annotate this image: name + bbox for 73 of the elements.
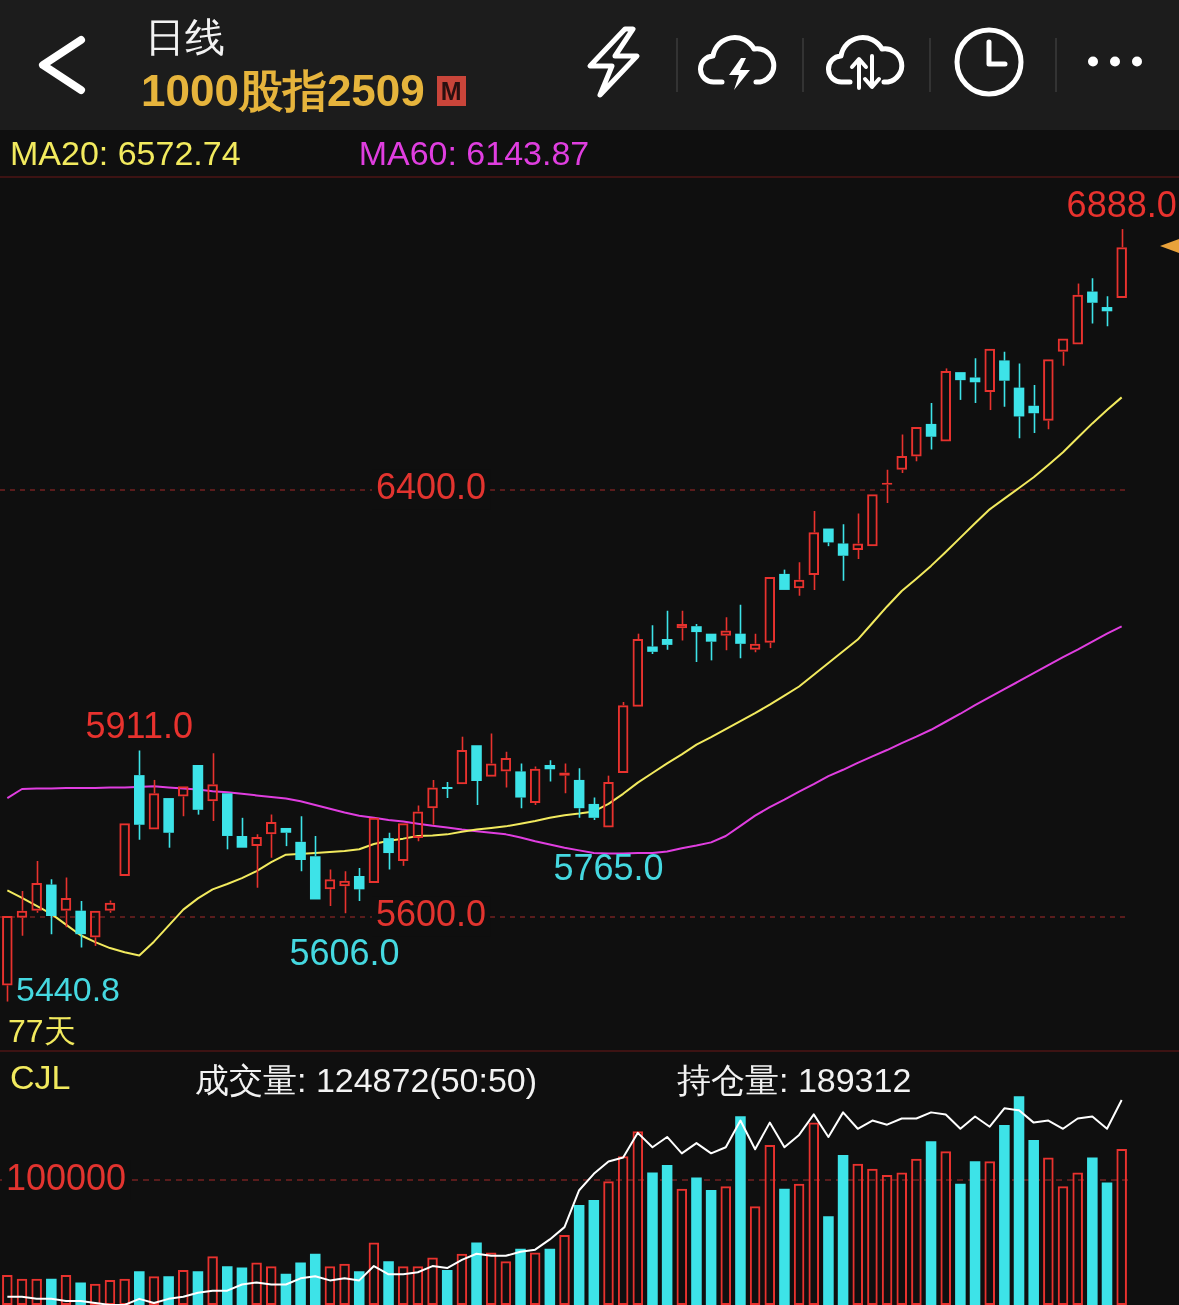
- bar: [75, 1282, 86, 1305]
- bar: [515, 1248, 526, 1305]
- candlestick: [837, 523, 849, 582]
- candlestick: [134, 749, 145, 841]
- candlestick: [383, 831, 394, 871]
- bar: [691, 1177, 702, 1305]
- bar: [163, 1276, 174, 1305]
- candlestick: [691, 623, 702, 663]
- candlestick: [295, 815, 306, 872]
- bar: [295, 1262, 306, 1305]
- candlestick: [353, 867, 365, 902]
- bar: [999, 1125, 1010, 1305]
- bar: [221, 1266, 233, 1305]
- bar: [1028, 1140, 1039, 1305]
- candlestick: [969, 357, 981, 404]
- bar: [46, 1278, 57, 1305]
- chart-title: CJL: [10, 1058, 71, 1097]
- annotation: 5765.0: [553, 847, 664, 889]
- chart-subtitle: 日线: [145, 14, 225, 61]
- bar: [969, 1161, 981, 1305]
- bar: [383, 1261, 394, 1305]
- y-tick-label: 5600.0: [376, 893, 487, 935]
- candlestick: [925, 402, 937, 451]
- annotation: 持仓量: 189312: [677, 1060, 912, 1101]
- annotation: 5440.8: [16, 970, 120, 1009]
- bar: [1013, 1096, 1025, 1305]
- candlestick: [705, 633, 717, 662]
- annotation: 6888.0: [1066, 184, 1177, 226]
- candlestick: [735, 604, 746, 660]
- bar: [441, 1270, 453, 1305]
- candlestick: [236, 817, 248, 848]
- candlestick: [955, 372, 966, 401]
- annotation: 成交量: 124872(50:50): [195, 1060, 538, 1101]
- bar: [837, 1155, 849, 1305]
- bar: [823, 1216, 834, 1305]
- candlestick: [75, 900, 86, 949]
- candlestick: [309, 835, 321, 900]
- y-tick-label: 6400.0: [376, 466, 487, 508]
- bar: [573, 1205, 585, 1305]
- candlestick: [46, 878, 57, 935]
- candlestick: [661, 609, 673, 651]
- bar: [779, 1188, 790, 1305]
- bar: [925, 1141, 937, 1305]
- annotation: 77天: [8, 1012, 76, 1051]
- bar: [647, 1172, 658, 1305]
- text: MA20: 6572.74: [10, 133, 241, 173]
- bar: [735, 1116, 746, 1305]
- bar: [661, 1165, 673, 1305]
- bar: [705, 1190, 717, 1305]
- candlestick: [647, 624, 658, 655]
- candlestick: [1013, 362, 1025, 440]
- candlestick: [471, 745, 482, 806]
- bar: [471, 1242, 482, 1305]
- text: MA60: 6143.87: [358, 133, 590, 173]
- bar: [588, 1200, 600, 1305]
- candlestick: [999, 351, 1010, 408]
- bar: [544, 1248, 556, 1305]
- candlestick: [573, 767, 585, 819]
- bar: [192, 1271, 204, 1305]
- bar: [309, 1253, 321, 1305]
- y-tick-label: 100000: [6, 1156, 127, 1198]
- candlestick: [1028, 384, 1039, 434]
- candlestick: [515, 762, 526, 810]
- candlestick: [1087, 277, 1098, 325]
- bar: [955, 1183, 966, 1305]
- text: M: [436, 76, 466, 106]
- bar: [1087, 1157, 1098, 1305]
- chart-title: 1000股指2509: [141, 64, 425, 117]
- bar: [1101, 1182, 1113, 1305]
- bar: [353, 1271, 365, 1305]
- annotation: 5911.0: [85, 705, 194, 747]
- annotation: 5606.0: [289, 932, 400, 974]
- bar: [134, 1271, 145, 1305]
